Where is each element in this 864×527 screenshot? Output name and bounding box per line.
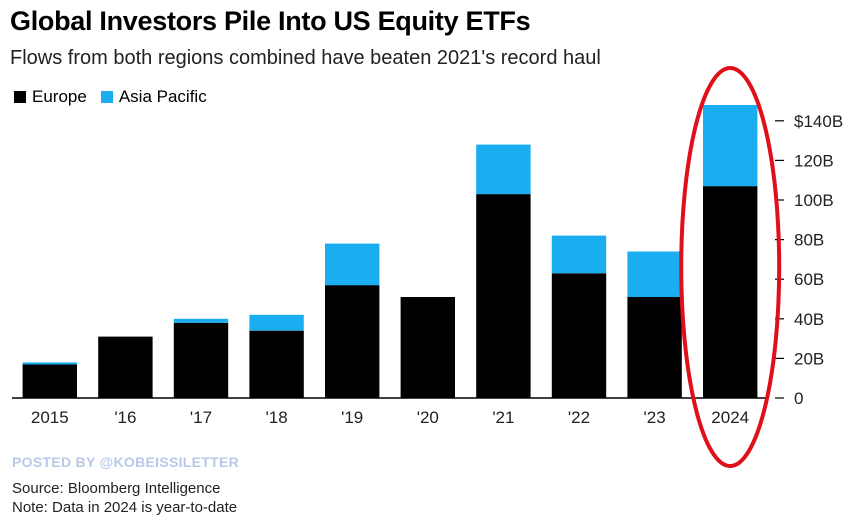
bar-asia-pacific-7 [551, 235, 607, 274]
y-tick-label-7: $140B [794, 112, 843, 131]
bar-asia-pacific-9 [703, 105, 758, 187]
x-tick-label-3: '18 [266, 408, 288, 427]
bar-europe-9 [703, 186, 758, 398]
y-tick-label-4: 80B [794, 231, 824, 250]
x-tick-label-1: '16 [114, 408, 136, 427]
bar-europe-4 [325, 285, 380, 398]
x-tick-label-4: '19 [341, 408, 363, 427]
x-tick-label-7: '22 [568, 408, 590, 427]
y-tick-label-3: 60B [794, 270, 824, 289]
bar-asia-pacific-0 [22, 362, 78, 365]
x-tick-label-5: '20 [417, 408, 439, 427]
bar-europe-5 [400, 297, 455, 398]
legend-label-asia-pacific: Asia Pacific [118, 87, 207, 106]
bar-europe-6 [476, 194, 531, 398]
bar-europe-2 [173, 322, 229, 398]
bar-europe-1 [98, 336, 153, 398]
bar-europe-8 [627, 297, 682, 398]
y-tick-label-0: 0 [794, 389, 803, 408]
footnote: Note: Data in 2024 is year-to-date [12, 499, 238, 516]
bar-europe-7 [551, 273, 607, 398]
bar-europe-0 [22, 364, 78, 398]
y-tick-label-5: 100B [794, 191, 834, 210]
legend-item-asia-pacific: Asia Pacific [100, 87, 207, 107]
bar-asia-pacific-4 [325, 243, 380, 286]
highlight-ellipse [679, 66, 782, 468]
bar-asia-pacific-2 [173, 318, 229, 323]
legend: Europe Asia Pacific [14, 87, 221, 107]
chart-subtitle: Flows from both regions combined have be… [10, 47, 601, 69]
watermark: POSTED BY @KOBEISSILETTER [12, 454, 240, 470]
y-tick-label-2: 40B [794, 310, 824, 329]
legend-label-europe: Europe [32, 87, 87, 106]
bar-europe-3 [249, 330, 304, 398]
bar-asia-pacific-3 [249, 314, 304, 331]
source-note: Source: Bloomberg Intelligence [12, 480, 221, 497]
bar-asia-pacific-8 [627, 251, 682, 297]
y-tick-label-1: 20B [794, 349, 824, 368]
chart-title: Global Investors Pile Into US Equity ETF… [10, 6, 531, 36]
x-tick-label-6: '21 [492, 408, 514, 427]
x-tick-label-9: 2024 [711, 408, 749, 427]
x-tick-label-8: '23 [644, 408, 666, 427]
x-tick-label-2: '17 [190, 408, 212, 427]
y-tick-label-6: 120B [794, 151, 834, 170]
bar-asia-pacific-6 [476, 144, 531, 195]
legend-item-europe: Europe [14, 87, 87, 107]
x-tick-label-0: 2015 [31, 408, 69, 427]
legend-swatch-europe [14, 91, 26, 103]
legend-swatch-asia-pacific [100, 91, 113, 103]
